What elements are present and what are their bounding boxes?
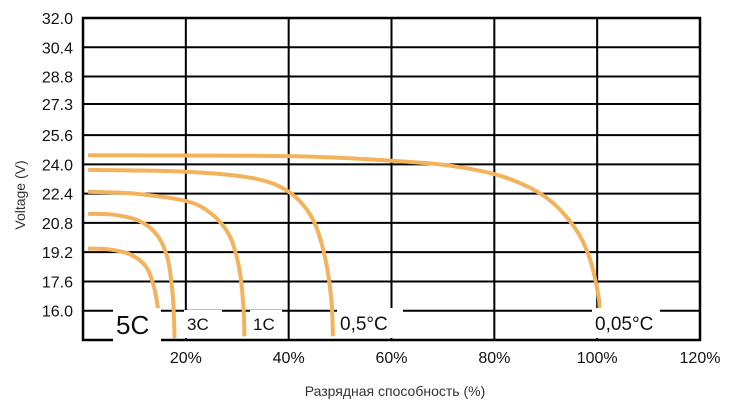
series-labels: 5C 3C 1C 0,5°C 0,05°C: [113, 308, 660, 342]
y-tick-label: 16.0: [42, 304, 73, 321]
series-line: [88, 167, 335, 337]
x-tick-label: 40%: [273, 350, 305, 367]
grid: [81, 16, 702, 342]
series-label: 3C: [187, 315, 209, 334]
y-tick-label: 20.8: [42, 216, 73, 233]
y-tick-label: 22.4: [42, 187, 73, 204]
y-tick-label: 28.8: [42, 70, 73, 87]
y-tick-label: 24.0: [42, 157, 73, 174]
y-tick-label: 32.0: [42, 11, 73, 28]
plot-frame: [81, 16, 702, 342]
y-tick-label: 27.3: [42, 97, 73, 114]
x-tick-label: 80%: [478, 350, 510, 367]
series-label: 1C: [253, 315, 275, 334]
series-label: 5C: [116, 310, 149, 340]
y-axis-ticks: 32.0 30.4 28.8 27.3 25.6 24.0 22.4 20.8 19.2 17.6…: [42, 11, 73, 321]
x-tick-label: 60%: [375, 350, 407, 367]
series-line: [87, 246, 161, 313]
x-tick-label: 120%: [680, 350, 721, 367]
x-tick-label: 20%: [170, 350, 202, 367]
y-tick-label: 19.2: [42, 245, 73, 262]
y-tick-label: 25.6: [42, 128, 73, 145]
series-label: 0,05°C: [595, 314, 653, 335]
y-tick-label: 30.4: [42, 40, 73, 57]
series-label: 0,5°C: [340, 314, 388, 335]
series-label-bg: [250, 310, 282, 338]
x-axis-ticks: 20% 40% 60% 80% 100% 120%: [170, 350, 721, 367]
series-line: [88, 189, 247, 337]
y-tick-label: 17.6: [42, 274, 73, 291]
series-line: [88, 211, 177, 339]
y-axis-title: Voltage (V): [12, 160, 28, 229]
series-label-bg: [592, 308, 660, 338]
series-line: [88, 153, 602, 311]
x-tick-label: 100%: [577, 350, 618, 367]
series-label-bg: [184, 310, 222, 338]
series-lines: [87, 153, 602, 339]
series-label-bg: [113, 308, 161, 342]
x-axis-title: Разрядная способность (%): [305, 383, 486, 399]
series-label-bg: [337, 308, 403, 338]
